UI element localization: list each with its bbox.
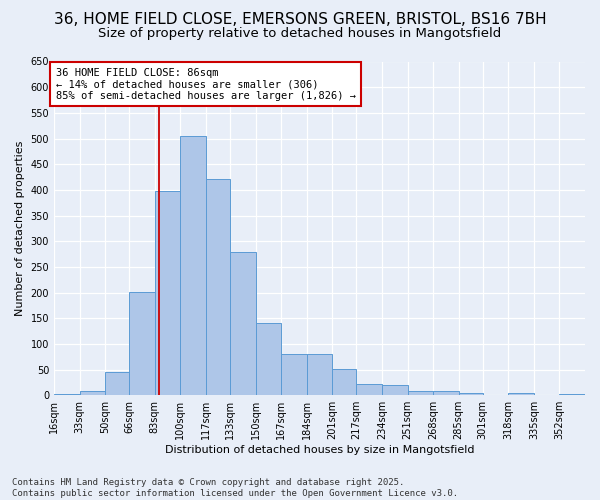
Bar [407, 390, 433, 395]
Bar [332, 368, 356, 395]
Bar [129, 292, 155, 395]
Bar [508, 392, 534, 395]
Bar [458, 393, 483, 395]
Y-axis label: Number of detached properties: Number of detached properties [15, 140, 25, 316]
Bar [281, 354, 307, 395]
Bar [356, 384, 382, 395]
Bar [80, 391, 105, 395]
Bar [256, 324, 281, 395]
Bar [54, 394, 80, 395]
Text: Contains HM Land Registry data © Crown copyright and database right 2025.
Contai: Contains HM Land Registry data © Crown c… [12, 478, 458, 498]
X-axis label: Distribution of detached houses by size in Mangotsfield: Distribution of detached houses by size … [165, 445, 474, 455]
Bar [206, 178, 230, 395]
Bar [155, 192, 181, 395]
Text: 36, HOME FIELD CLOSE, EMERSONS GREEN, BRISTOL, BS16 7BH: 36, HOME FIELD CLOSE, EMERSONS GREEN, BR… [53, 12, 547, 28]
Bar [433, 391, 458, 395]
Bar [181, 136, 206, 395]
Text: 36 HOME FIELD CLOSE: 86sqm
← 14% of detached houses are smaller (306)
85% of sem: 36 HOME FIELD CLOSE: 86sqm ← 14% of deta… [56, 68, 356, 101]
Text: Size of property relative to detached houses in Mangotsfield: Size of property relative to detached ho… [98, 28, 502, 40]
Bar [559, 394, 585, 395]
Bar [382, 385, 407, 395]
Bar [105, 372, 129, 395]
Bar [230, 252, 256, 395]
Bar [307, 354, 332, 395]
